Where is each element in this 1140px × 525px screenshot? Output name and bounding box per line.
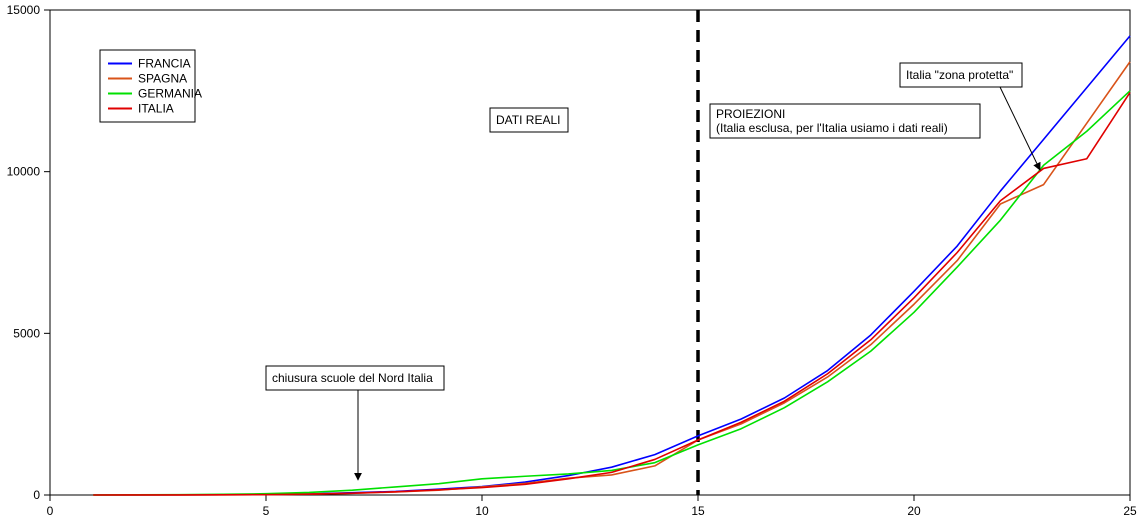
annotation-text: (Italia esclusa, per l'Italia usiamo i d…: [716, 121, 948, 135]
legend-label: SPAGNA: [138, 72, 187, 86]
y-tick-label: 15000: [7, 3, 41, 17]
legend-label: GERMANIA: [138, 87, 202, 101]
legend-label: ITALIA: [138, 102, 174, 116]
x-tick-label: 5: [263, 504, 270, 518]
x-tick-label: 10: [475, 504, 489, 518]
annotation-text: DATI REALI: [496, 113, 560, 127]
legend-label: FRANCIA: [138, 57, 191, 71]
x-tick-label: 15: [691, 504, 705, 518]
y-tick-label: 10000: [7, 165, 41, 179]
y-tick-label: 5000: [13, 326, 40, 340]
x-tick-label: 20: [907, 504, 921, 518]
annotation-text: PROIEZIONI: [716, 107, 785, 121]
x-tick-label: 25: [1123, 504, 1137, 518]
line-chart: 0 5 10 15 20 25 0 5000 10000 15000 FRANCIASPAGNAGE…: [0, 0, 1140, 525]
annotation-text: Italia "zona protetta": [906, 68, 1013, 82]
y-tick-label: 0: [33, 488, 40, 502]
chart-container: 0 5 10 15 20 25 0 5000 10000 15000 FRANCIASPAGNAGE…: [0, 0, 1140, 525]
x-tick-label: 0: [47, 504, 54, 518]
annotation-text: chiusura scuole del Nord Italia: [272, 371, 433, 385]
